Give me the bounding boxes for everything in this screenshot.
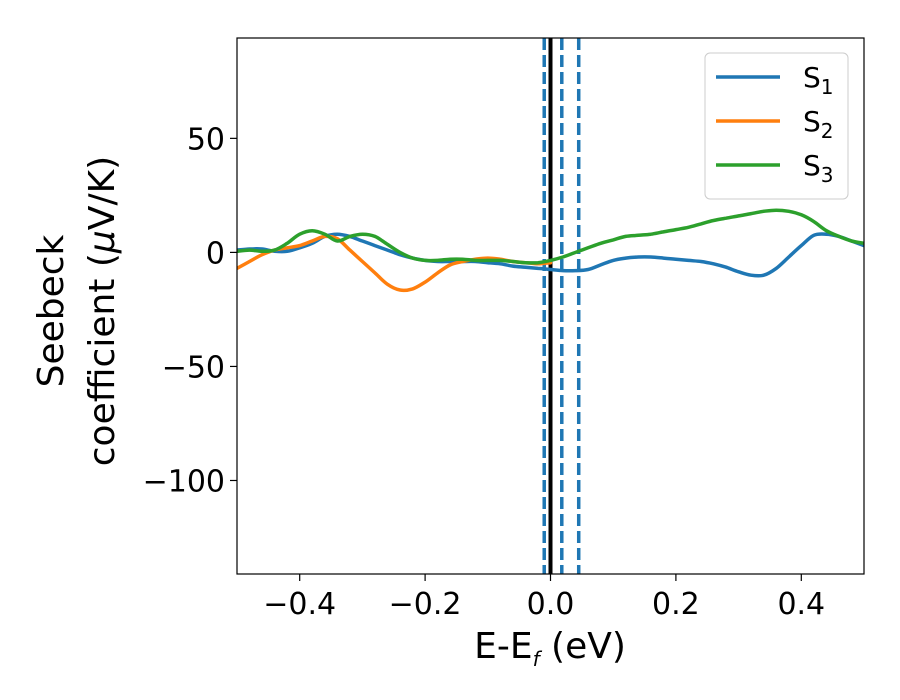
legend-label-s3: S3 <box>803 149 834 187</box>
x-tick-label: −0.4 <box>263 587 336 622</box>
y-tick-label: −100 <box>143 464 225 499</box>
legend-label-s2: S2 <box>803 105 834 143</box>
x-tick-label: 0.2 <box>652 587 700 622</box>
x-tick-label: −0.2 <box>389 587 462 622</box>
x-tick-label: 0.0 <box>527 587 575 622</box>
legend-box <box>704 52 849 200</box>
series-line-s1 <box>237 232 864 278</box>
y-tick-label: 0 <box>206 236 225 271</box>
y-axis-title: Seebeck coefficient (μV/K) <box>31 156 123 466</box>
y-axis-title-line1: Seebeck <box>31 234 72 387</box>
y-tick-label: 50 <box>187 122 225 157</box>
legend-label-s1: S1 <box>803 61 834 99</box>
legend: S1 S2 S3 <box>704 52 849 200</box>
x-tick-label: 0.4 <box>777 587 825 622</box>
series-line-s3 <box>237 208 864 265</box>
y-axis-title-line2: coefficient (μV/K) <box>82 156 123 466</box>
x-axis-title: E-Ef (eV) <box>474 626 626 671</box>
y-tick-label: −50 <box>162 350 225 385</box>
